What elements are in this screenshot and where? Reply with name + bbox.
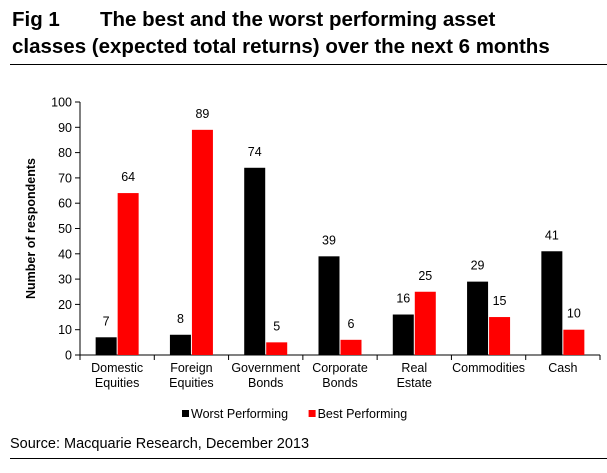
data-label: 15 bbox=[493, 294, 507, 308]
x-tick-label: Commodities bbox=[452, 361, 525, 375]
data-label: 10 bbox=[567, 307, 581, 321]
data-label: 6 bbox=[348, 317, 355, 331]
data-label: 29 bbox=[471, 259, 485, 273]
title-divider bbox=[10, 64, 607, 65]
x-tick-label: Equities bbox=[169, 376, 213, 390]
y-axis-label: Number of respondents bbox=[24, 158, 38, 299]
x-tick-label: Government bbox=[231, 361, 300, 375]
y-tick-label: 20 bbox=[58, 298, 72, 312]
bar-best bbox=[340, 339, 362, 355]
y-tick-label: 70 bbox=[58, 171, 72, 185]
chart-title: Fig 1 The best and the worst performing a… bbox=[12, 6, 602, 60]
y-tick-label: 80 bbox=[58, 146, 72, 160]
bar-worst bbox=[392, 314, 414, 355]
x-tick-label: Estate bbox=[397, 376, 432, 390]
title-text-1: The best and the worst performing asset bbox=[100, 8, 496, 31]
bar-best bbox=[117, 193, 139, 355]
bar-worst bbox=[244, 167, 266, 355]
x-tick-label: Bonds bbox=[248, 376, 283, 390]
y-tick-label: 30 bbox=[58, 273, 72, 287]
bar-best bbox=[266, 342, 288, 355]
figure-label: Fig 1 bbox=[12, 8, 60, 31]
legend-swatch bbox=[308, 410, 316, 417]
legend-swatch bbox=[182, 410, 189, 417]
title-line-2: classes (expected total returns) over th… bbox=[12, 35, 550, 58]
x-tick-label: Cash bbox=[548, 361, 577, 375]
y-tick-label: 90 bbox=[58, 121, 72, 135]
y-tick-label: 60 bbox=[58, 197, 72, 211]
bar-worst bbox=[95, 337, 117, 355]
y-tick-label: 50 bbox=[58, 222, 72, 236]
y-tick-label: 0 bbox=[65, 349, 72, 363]
source-note: Source: Macquarie Research, December 201… bbox=[10, 436, 310, 452]
x-tick-label: Bonds bbox=[322, 376, 357, 390]
data-label: 8 bbox=[177, 312, 184, 326]
y-tick-label: 100 bbox=[51, 96, 72, 110]
x-tick-label: Domestic bbox=[91, 361, 143, 375]
x-tick-label: Corporate bbox=[312, 361, 368, 375]
bar-worst bbox=[318, 256, 340, 355]
data-label: 64 bbox=[121, 170, 135, 184]
bar-best bbox=[414, 291, 436, 355]
x-tick-label: Foreign bbox=[170, 361, 212, 375]
data-label: 5 bbox=[273, 319, 280, 333]
data-label: 74 bbox=[248, 145, 262, 159]
bar-worst bbox=[467, 281, 489, 355]
x-tick-label: Real bbox=[401, 361, 427, 375]
legend-label: Worst Performing bbox=[191, 407, 288, 421]
x-tick-label: Equities bbox=[95, 376, 139, 390]
title-line-1: Fig 1 The best and the worst performing a… bbox=[12, 6, 602, 33]
bar-worst bbox=[541, 251, 563, 355]
data-label: 39 bbox=[322, 233, 336, 247]
y-tick-label: 40 bbox=[58, 247, 72, 261]
data-label: 25 bbox=[418, 269, 432, 283]
data-label: 89 bbox=[195, 107, 209, 121]
bar-best bbox=[563, 329, 585, 355]
bar-chart: 0 10 20 30 40 50 60 70 80 90 100 Number of responde… bbox=[24, 96, 601, 421]
data-label: 41 bbox=[545, 228, 559, 242]
legend-label: Best Performing bbox=[318, 407, 408, 421]
bar-worst bbox=[169, 334, 191, 355]
y-tick-label: 10 bbox=[58, 323, 72, 337]
data-label: 7 bbox=[103, 314, 110, 328]
data-label: 16 bbox=[396, 292, 410, 306]
footer-divider bbox=[10, 458, 607, 459]
bar-best bbox=[191, 129, 213, 355]
bar-best bbox=[489, 317, 511, 355]
